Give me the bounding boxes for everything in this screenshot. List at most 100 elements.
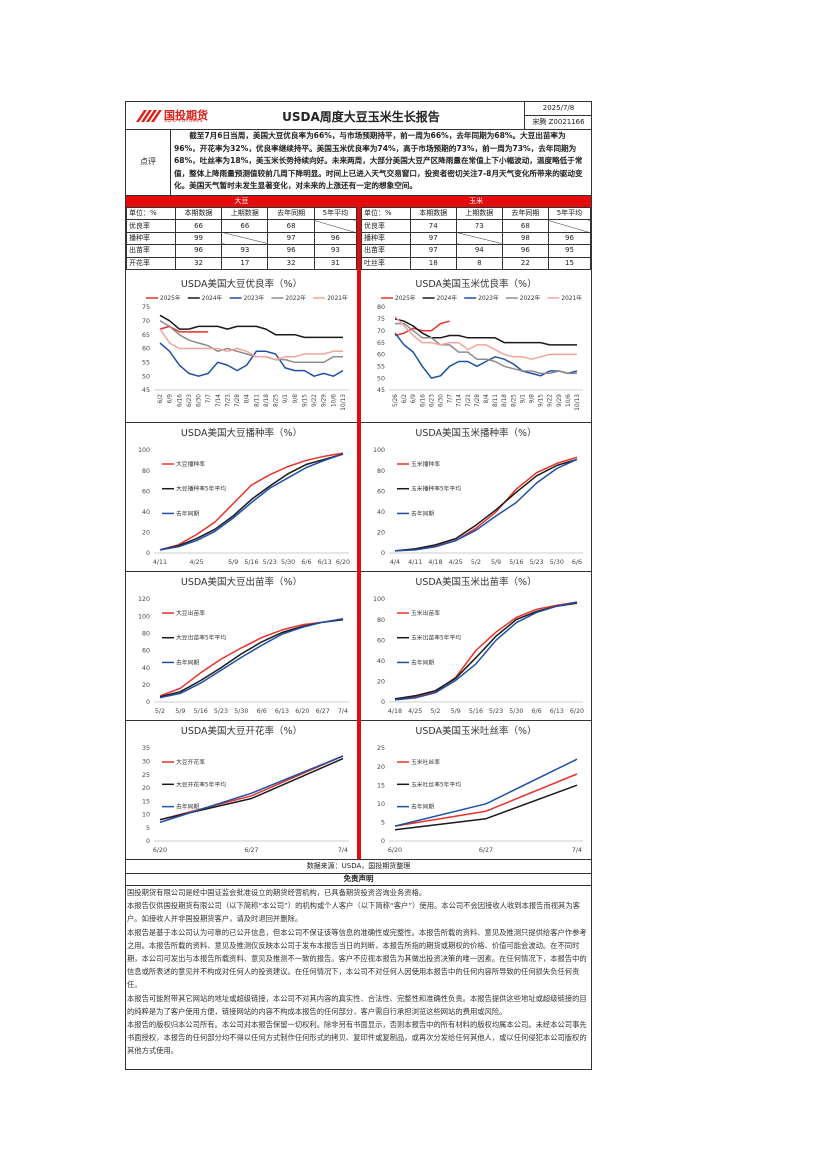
x-tick-label: 7/21 [466,394,472,407]
section-label: 玉米 [469,197,483,205]
x-tick-label: 5/9 [451,708,461,715]
table-row: 出苗率 96 93 96 93 [126,244,358,258]
legend-label: 2025年 [160,294,181,302]
x-tick-label: 5/16 [244,559,258,566]
table-cell: 99 [174,231,223,246]
x-tick-label: 6/20 [388,847,402,854]
y-tick-label: 40 [142,509,150,516]
legend-label: 去年同期 [411,658,434,666]
series-line [394,458,578,552]
table-cell: 开花率 [126,256,176,270]
x-tick-label: 7/7 [206,394,212,404]
y-tick-label: 40 [142,665,150,672]
legend-label: 2025年 [395,294,416,302]
table-cell: 32 [174,256,223,270]
series-line [394,758,578,827]
legend-label: 2022年 [285,294,306,302]
table-cell: 32 [267,256,315,270]
legend-label: 玉米出苗率 [411,609,440,617]
x-tick-label: 5/30 [550,559,564,566]
series-line [159,618,344,698]
legend-label: 玉米吐丝率5年平均 [411,780,461,788]
legend-label: 去年同期 [176,509,199,517]
x-tick-label: 9/29 [322,394,328,407]
y-tick-label: 0 [146,550,150,557]
x-tick-label: 5/9 [175,708,185,715]
table-header-cell: 单位：% [126,206,176,221]
x-tick-label: 9/8 [530,394,536,404]
series-line [159,755,344,821]
x-tick-label: 7/7 [448,394,454,404]
disclaimer-paragraph: 本报告仅供国投期货有限公司（以下简称“本公司”）的机构或个人客户（以下简称“客户… [127,901,580,924]
table-header-cell: 5年平均 [547,206,592,221]
y-tick-label: 5 [381,820,385,827]
table-cell: 66 [174,219,223,233]
table-header-row: 单位：% 本期数据 上期数据 去年同期 5年平均 [126,206,358,221]
x-tick-label: 5/30 [509,708,523,715]
table-row: 播种率 99 97 96 [126,231,358,246]
table-empty-cell [313,219,358,233]
x-tick-label: 9/15 [539,394,545,407]
x-tick-label: 6/30 [197,394,203,407]
legend-label: 2023年 [478,294,499,302]
y-tick-label: 0 [146,699,150,706]
x-tick-label: 4/18 [388,708,402,715]
x-tick-label: 4/11 [153,559,167,566]
y-tick-label: 70 [377,328,385,335]
x-tick-label: 6/20 [295,708,309,715]
table-row: 播种率 97 98 96 [361,231,592,246]
disclaimer: 国投期货有限公司是经中国证监会批准设立的期货经营机构，已具备期货投资咨询业务资格… [127,886,589,1058]
legend-label: 大豆出苗率5年平均 [176,634,226,642]
logo-mark [136,110,162,122]
x-tick-label: 4/11 [408,559,422,566]
series-line [394,773,578,827]
y-tick-label: 20 [377,679,385,686]
data-table: 单位：% 本期数据 上期数据 去年同期 5年平均 优良率 66 66 68 播种率 99 97 96 出苗… [126,206,358,270]
y-tick-label: 10 [142,812,150,819]
table-header-cell: 5年平均 [313,206,358,221]
table-cell: 96 [174,244,223,258]
series-line [159,453,344,551]
x-tick-label: 10/6 [331,394,337,407]
legend-label: 玉米出苗率5年平均 [411,634,461,642]
x-tick-label: 6/2 [158,394,164,404]
y-tick-label: 60 [142,346,150,353]
x-tick-label: 6/23 [187,394,193,407]
x-tick-label: 9/22 [312,394,318,407]
table-cell: 73 [455,219,503,233]
chart: USDA美国大豆出苗率（%） 0 20 40 60 80 100 120 5/2 5/9 5/16 5… [126,576,357,721]
x-tick-label: 5/23 [489,708,503,715]
y-tick-label: 80 [377,468,385,475]
x-tick-label: 9/22 [548,394,554,407]
y-tick-label: 45 [142,387,150,394]
y-tick-label: 50 [142,373,150,380]
y-tick-label: 75 [142,304,150,311]
chart: USDA美国大豆播种率（%） 0 20 40 60 80 100 4/11 4/25 5/9 5/1… [126,427,357,572]
legend-label: 玉米播种率 [411,460,440,468]
x-tick-label: 8/4 [484,394,490,404]
chart-title: USDA美国大豆优良率（%） [181,278,302,290]
x-tick-label: 10/13 [575,394,581,411]
chart: USDA美国玉米优良率（%） 45 50 55 60 65 70 75 80 5/26 6/2 6/9… [361,278,591,423]
x-tick-label: 9/8 [293,394,299,404]
x-tick-label: 6/23 [429,394,435,407]
meta: 2025/7/8 宋腾 Z0021166 [524,102,592,129]
legend-label: 去年同期 [411,803,434,811]
comment-label: 点评 [126,129,171,195]
y-tick-label: 80 [142,631,150,638]
x-tick-label: 5/26 [393,394,399,407]
x-tick-label: 6/9 [168,394,174,404]
y-tick-label: 60 [142,648,150,655]
disclaimer-paragraph: 国投期货有限公司是经中国证监会批准设立的期货经营机构，已具备期货投资咨询业务资格… [127,888,427,897]
table-empty-cell [455,231,503,246]
chart-title: USDA美国大豆开花率（%） [181,725,302,737]
section-label: 大豆 [234,197,249,205]
x-tick-label: 6/27 [316,708,330,715]
series-line [159,452,344,551]
x-tick-label: 6/2 [402,394,408,404]
table-cell: 97 [409,244,457,258]
x-tick-label: 8/11 [254,394,260,407]
x-tick-label: 6/20 [336,559,350,566]
table-header-row: 单位：% 本期数据 上期数据 去年同期 5年平均 [361,206,592,221]
x-tick-label: 5/16 [194,708,208,715]
